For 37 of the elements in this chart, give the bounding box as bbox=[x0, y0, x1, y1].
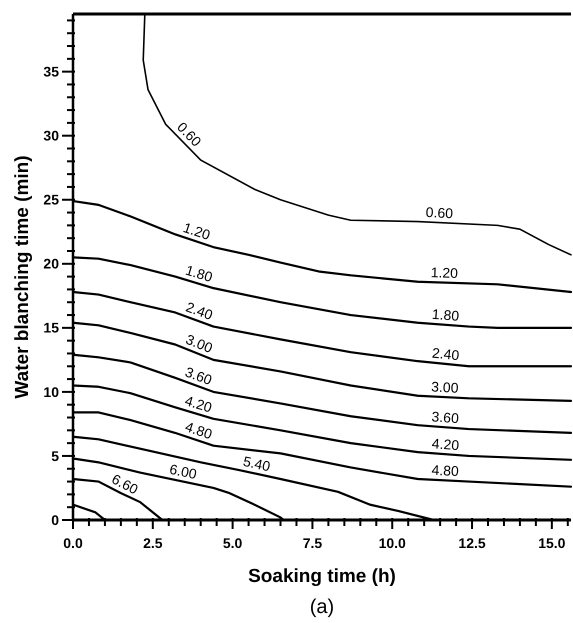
y-tick-label: 0 bbox=[51, 512, 60, 528]
x-tick-label: 12.5 bbox=[458, 535, 486, 551]
series-label: 3.00 bbox=[430, 378, 460, 396]
series-label: 3.60 bbox=[431, 408, 460, 426]
series-label: 4.80 bbox=[431, 462, 460, 480]
x-tick-label: 5.0 bbox=[222, 535, 243, 551]
text: 4.80 bbox=[183, 418, 214, 442]
x-axis-title: Soaking time (h) bbox=[248, 566, 396, 587]
text: 6.00 bbox=[168, 460, 198, 482]
y-tick-label: 5 bbox=[51, 448, 60, 464]
x-tick-label: 15.0 bbox=[538, 535, 566, 551]
series-label: 4.20 bbox=[431, 435, 460, 454]
text: 4.20 bbox=[183, 392, 214, 416]
text: 6.60 bbox=[109, 470, 141, 498]
text: 0.60 bbox=[174, 118, 205, 150]
series-label: 0.60 bbox=[425, 204, 454, 222]
text: 1.80 bbox=[184, 262, 214, 285]
y-tick-label: 10 bbox=[43, 384, 60, 400]
text: 5.40 bbox=[242, 452, 272, 474]
series-label: 1.80 bbox=[431, 306, 460, 324]
series-label: 1.20 bbox=[430, 264, 458, 282]
text: 2.40 bbox=[184, 298, 215, 323]
text: 2.40 bbox=[431, 344, 460, 364]
y-tick-label: 35 bbox=[43, 64, 60, 80]
y-axis-title: Water blanching time (min) bbox=[12, 155, 33, 399]
y-tick-label: 15 bbox=[43, 320, 60, 336]
text: (a) bbox=[310, 596, 334, 618]
text: 1.20 bbox=[181, 219, 212, 243]
y-tick-label: 25 bbox=[43, 192, 60, 208]
y-tick-label: 20 bbox=[43, 256, 60, 272]
x-tick-label: 10.0 bbox=[378, 535, 406, 551]
text: 3.00 bbox=[184, 330, 215, 356]
y-tick-label: 30 bbox=[43, 128, 60, 144]
x-tick-label: 7.5 bbox=[302, 535, 322, 551]
text: 3.60 bbox=[183, 364, 214, 388]
x-tick-label: 0.0 bbox=[63, 535, 83, 551]
x-tick-label: 2.5 bbox=[143, 535, 163, 551]
